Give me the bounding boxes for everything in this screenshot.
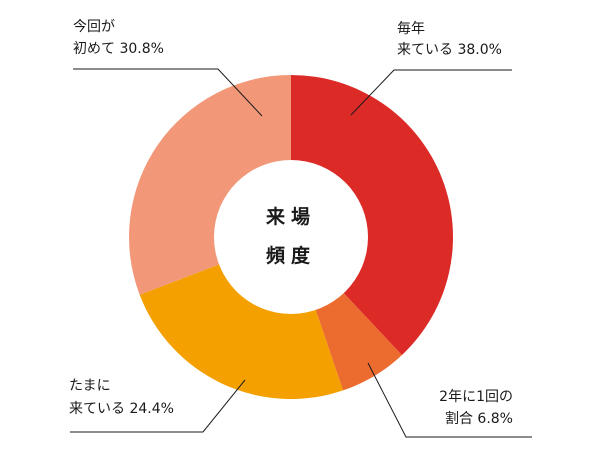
slice-label-2-line2: 来ている 24.4% bbox=[69, 401, 174, 417]
slice-label-1-line1: 2年に1回の bbox=[439, 389, 513, 405]
slice-label-2-line1: たまに bbox=[69, 378, 111, 394]
leader-line-0 bbox=[350, 69, 512, 116]
leader-line-2 bbox=[70, 379, 246, 433]
center-label-line1: 来場 bbox=[266, 206, 316, 228]
donut-hole bbox=[214, 160, 368, 314]
slice-label-3-line1: 今回が bbox=[73, 19, 115, 35]
center-label-line2: 頻度 bbox=[266, 244, 316, 267]
slice-label-1-line2: 割合 6.8% bbox=[445, 410, 513, 427]
leader-line-1 bbox=[367, 362, 532, 438]
slice-label-0-line2: 来ている 38.0% bbox=[397, 42, 502, 58]
slice-label-3-line2: 初めて 30.8% bbox=[73, 40, 164, 57]
slice-label-0-line1: 毎年 bbox=[397, 21, 425, 37]
slice-0 bbox=[291, 75, 454, 356]
leader-line-3 bbox=[73, 68, 263, 117]
